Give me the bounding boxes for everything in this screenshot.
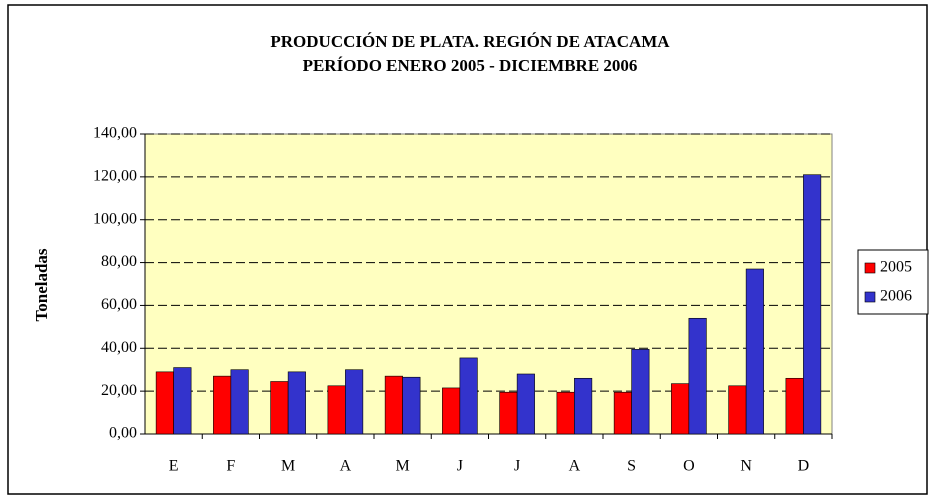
chart-subtitle: PERÍODO ENERO 2005 - DICIEMBRE 2006	[303, 56, 638, 75]
y-tick-label: 0,00	[109, 425, 137, 442]
bar	[173, 367, 192, 435]
bar	[287, 371, 306, 435]
x-tick-label: D	[798, 458, 810, 475]
bar	[384, 375, 403, 435]
y-tick-label: 60,00	[101, 296, 137, 313]
bar	[688, 317, 707, 435]
y-tick-label: 140,00	[93, 125, 137, 142]
y-tick-label: 40,00	[101, 339, 137, 356]
x-tick-label: J	[514, 458, 520, 475]
x-tick-label: N	[740, 458, 752, 475]
bar	[728, 385, 747, 435]
bar	[574, 377, 593, 435]
x-tick-label: E	[169, 458, 179, 475]
bar	[803, 174, 822, 435]
legend-label: 2005	[880, 259, 912, 276]
bar	[499, 391, 518, 435]
bar	[270, 381, 289, 435]
bar	[442, 387, 461, 435]
bar	[345, 369, 364, 435]
x-tick-label: A	[569, 458, 581, 475]
bar	[230, 369, 249, 435]
y-tick-label: 120,00	[93, 168, 137, 185]
bar	[155, 371, 174, 435]
plot-area	[144, 133, 833, 435]
x-tick-label: M	[281, 458, 295, 475]
bar	[516, 373, 535, 435]
bar	[613, 391, 632, 435]
bar	[785, 377, 804, 435]
legend-label: 2006	[880, 288, 912, 305]
y-tick-label: 20,00	[101, 382, 137, 399]
x-tick-label: J	[457, 458, 463, 475]
bar	[402, 376, 421, 435]
bar	[745, 268, 764, 435]
legend-swatch	[864, 291, 876, 303]
legend	[857, 249, 929, 315]
chart-title: PRODUCCIÓN DE PLATA. REGIÓN DE ATACAMA	[270, 32, 670, 51]
x-tick-label: F	[226, 458, 235, 475]
y-axis-label: Toneladas	[32, 248, 51, 321]
x-tick-label: O	[683, 458, 695, 475]
x-tick-label: M	[396, 458, 410, 475]
x-tick-label: A	[340, 458, 352, 475]
bar	[556, 391, 575, 435]
bar	[631, 349, 650, 435]
legend-swatch	[864, 262, 876, 274]
y-tick-label: 100,00	[93, 210, 137, 227]
bar	[671, 383, 690, 435]
bar	[213, 375, 232, 435]
y-tick-label: 80,00	[101, 253, 137, 270]
x-tick-label: S	[627, 458, 636, 475]
bar	[327, 385, 346, 435]
bar	[459, 357, 478, 435]
